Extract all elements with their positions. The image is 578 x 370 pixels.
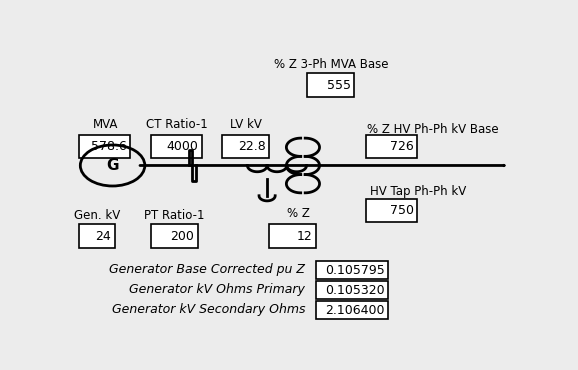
- Text: 2.106400: 2.106400: [325, 304, 384, 317]
- Text: Generator kV Secondary Ohms: Generator kV Secondary Ohms: [112, 303, 305, 316]
- Text: 4000: 4000: [166, 140, 199, 153]
- FancyBboxPatch shape: [269, 225, 316, 248]
- FancyBboxPatch shape: [316, 302, 388, 319]
- Text: HV Tap Ph-Ph kV: HV Tap Ph-Ph kV: [370, 185, 466, 198]
- Text: CT Ratio-1: CT Ratio-1: [146, 118, 208, 131]
- Text: 578.6: 578.6: [91, 140, 127, 153]
- Text: Generator Base Corrected pu Z: Generator Base Corrected pu Z: [109, 263, 305, 276]
- FancyBboxPatch shape: [366, 199, 417, 222]
- Text: % Z HV Ph-Ph kV Base: % Z HV Ph-Ph kV Base: [367, 123, 499, 137]
- Text: 555: 555: [327, 79, 351, 92]
- Text: MVA: MVA: [93, 118, 118, 131]
- FancyBboxPatch shape: [79, 225, 115, 248]
- FancyBboxPatch shape: [316, 282, 388, 299]
- Text: 12: 12: [297, 230, 313, 243]
- FancyBboxPatch shape: [79, 135, 131, 158]
- Text: 200: 200: [170, 230, 194, 243]
- FancyBboxPatch shape: [366, 135, 417, 158]
- FancyBboxPatch shape: [316, 262, 388, 279]
- Text: % Z 3-Ph MVA Base: % Z 3-Ph MVA Base: [274, 58, 388, 71]
- Text: 0.105320: 0.105320: [325, 284, 384, 297]
- Text: 750: 750: [390, 204, 414, 217]
- FancyBboxPatch shape: [223, 135, 269, 158]
- Text: LV kV: LV kV: [230, 118, 262, 131]
- Text: 0.105795: 0.105795: [325, 264, 384, 277]
- Text: PT Ratio-1: PT Ratio-1: [144, 209, 205, 222]
- Text: 24: 24: [95, 230, 111, 243]
- Text: 726: 726: [390, 140, 414, 153]
- Text: G: G: [106, 158, 119, 173]
- Text: Generator kV Ohms Primary: Generator kV Ohms Primary: [129, 283, 305, 296]
- FancyBboxPatch shape: [307, 74, 354, 97]
- Text: 22.8: 22.8: [238, 140, 266, 153]
- FancyBboxPatch shape: [151, 225, 198, 248]
- FancyBboxPatch shape: [151, 135, 202, 158]
- Text: Gen. kV: Gen. kV: [74, 209, 120, 222]
- Text: % Z: % Z: [287, 208, 310, 221]
